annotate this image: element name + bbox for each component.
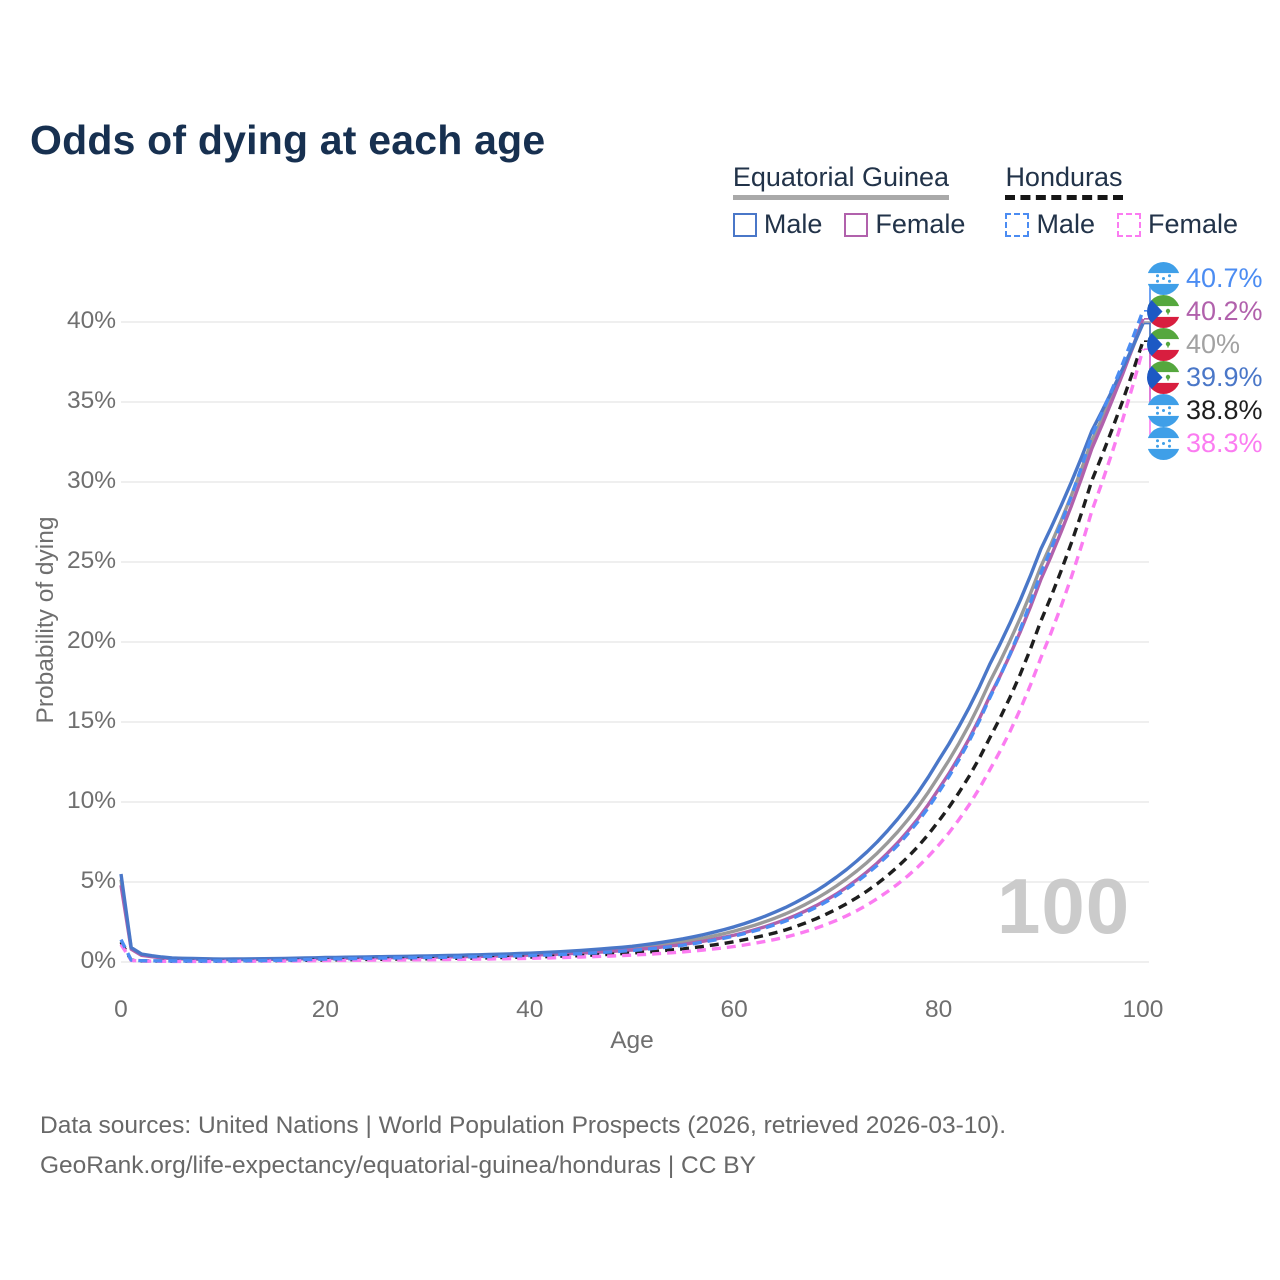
y-axis-title: Probability of dying (32, 516, 59, 724)
legend-item-honduras-male[interactable]: Male (1005, 209, 1095, 240)
legend-items-honduras: Male Female (1005, 209, 1238, 240)
legend-group-title-equatorial-guinea: Equatorial Guinea (732, 162, 950, 200)
legend-swatch-solid-blue (732, 212, 757, 237)
legend-swatch-solid-purple (844, 212, 869, 237)
legend-group-honduras: Honduras Male Female (1005, 162, 1238, 240)
y-tick-label-15: 15% (66, 707, 116, 734)
legend-item-label: Female (1147, 209, 1238, 239)
series-line-honduras-male (119, 310, 1145, 963)
y-tick-label-10: 10% (66, 787, 116, 814)
page-title: Odds of dying at each age (30, 117, 546, 164)
x-tick-label-0: 0 (114, 996, 128, 1023)
x-tick-label-40: 40 (516, 996, 544, 1023)
x-tick-label-60: 60 (720, 996, 748, 1023)
legend-item-label: Female (875, 209, 966, 239)
x-tick-label-100: 100 (1122, 996, 1164, 1023)
x-tick-label-20: 20 (311, 996, 340, 1023)
end-label-value: 40.2% (1186, 295, 1263, 326)
end-label-row-honduras-38.8%: 38.8% (1147, 393, 1263, 427)
legend-item-honduras-female[interactable]: Female (1116, 209, 1238, 240)
y-tick-label-25: 25% (66, 547, 116, 574)
legend-group-title-honduras: Honduras (1005, 162, 1123, 200)
end-label-row-equatorial-guinea-40%: 40% (1147, 327, 1241, 361)
legend-item-label: Male (1036, 209, 1095, 239)
legend: Equatorial Guinea Male Female Honduras M… (732, 162, 1238, 240)
x-tick-label-80: 80 (924, 996, 953, 1023)
y-tick-label-35: 35% (66, 387, 116, 414)
honduras-flag-icon (1147, 393, 1180, 427)
legend-item-equatorial-guinea-female[interactable]: Female (844, 209, 965, 240)
x-axis-title: Age (610, 1027, 654, 1054)
footer-data-sources: Data sources: United Nations | World Pop… (40, 1112, 1007, 1139)
equatorial-guinea-flag-icon (1147, 327, 1180, 361)
legend-swatch-dashed-pink (1116, 212, 1141, 237)
y-tick-label-30: 30% (66, 467, 116, 494)
y-tick-label-5: 5% (80, 867, 116, 894)
series-line-honduras-female (119, 348, 1145, 964)
end-label-value: 38.8% (1186, 394, 1263, 425)
series-line-equatorial-guinea-male (119, 322, 1145, 961)
end-label-row-equatorial-guinea-40.2%: 40.2% (1147, 294, 1263, 328)
footer-attribution: GeoRank.org/life-expectancy/equatorial-g… (40, 1152, 756, 1179)
end-label-value: 40.7% (1186, 262, 1263, 293)
series-line-honduras-both-sexes (119, 340, 1145, 963)
legend-group-equatorial-guinea: Equatorial Guinea Male Female (732, 162, 965, 240)
y-tick-label-0: 0% (80, 947, 116, 974)
series-line-equatorial-guinea-both-sexes (119, 321, 1145, 962)
honduras-flag-icon (1147, 426, 1180, 460)
end-label-row-honduras-38.3%: 38.3% (1147, 426, 1263, 460)
age-counter-watermark: 100 (997, 862, 1131, 950)
end-label-value: 38.3% (1186, 427, 1263, 458)
series-line-equatorial-guinea-female (119, 318, 1145, 962)
legend-item-equatorial-guinea-male[interactable]: Male (732, 209, 823, 240)
legend-items-equatorial-guinea: Male Female (732, 209, 965, 240)
y-tick-label-20: 20% (66, 627, 116, 654)
equatorial-guinea-flag-icon (1147, 360, 1180, 394)
end-label-value: 39.9% (1186, 361, 1263, 392)
end-label-value: 40% (1186, 328, 1241, 359)
end-label-row-honduras-40.7%: 40.7% (1147, 261, 1263, 295)
honduras-flag-icon (1147, 261, 1180, 295)
y-tick-label-40: 40% (66, 307, 116, 334)
legend-swatch-dashed-blue (1005, 212, 1030, 237)
equatorial-guinea-flag-icon (1147, 294, 1180, 328)
footer: Data sources: United Nations | World Pop… (40, 1106, 1006, 1186)
legend-item-label: Male (763, 209, 823, 239)
end-label-row-equatorial-guinea-39.9%: 39.9% (1147, 360, 1263, 394)
